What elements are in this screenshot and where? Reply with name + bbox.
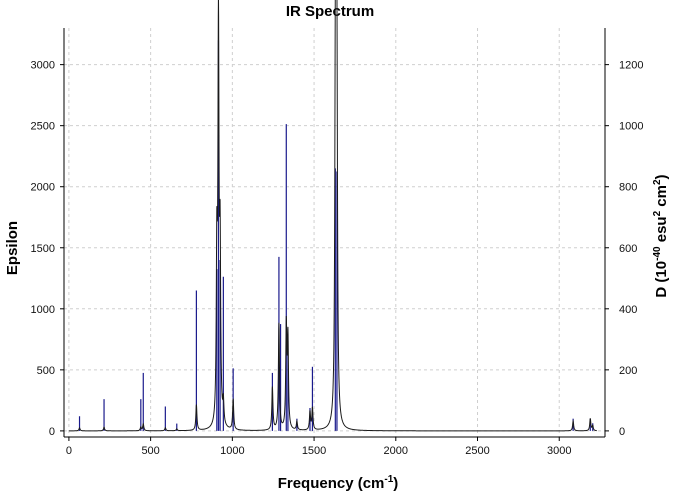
y-tick-label: 2000 — [31, 182, 55, 194]
x-tick-label: 0 — [66, 445, 72, 457]
y2-title-sup3: 2 — [652, 179, 663, 185]
y-axis-ticks: 0 500 1000 1500 2000 2500 3000 — [31, 60, 64, 438]
y-tick-label: 0 — [49, 426, 55, 438]
x-axis-title-sup: -1 — [384, 474, 393, 485]
x-tick-label: 2000 — [384, 445, 408, 457]
chart-title: IR Spectrum — [286, 3, 374, 20]
y-tick-label: 1500 — [31, 243, 55, 255]
spectrum-line — [68, 0, 597, 432]
y2-tick-label: 0 — [619, 426, 625, 438]
y2-axis-ticks: 0 200 400 600 800 1000 1200 — [605, 60, 643, 438]
y-tick-label: 500 — [37, 365, 55, 377]
y2-tick-label: 800 — [619, 182, 637, 194]
y-tick-label: 2500 — [31, 121, 55, 133]
y2-title-pre: D (10 — [653, 261, 670, 298]
stick-spectrum — [78, 40, 594, 431]
y2-title-sup2: 2 — [652, 210, 663, 216]
y-tick-label: 3000 — [31, 60, 55, 72]
x-tick-label: 2500 — [465, 445, 489, 457]
axes — [63, 28, 606, 438]
x-tick-label: 500 — [141, 445, 159, 457]
x-tick-label: 1000 — [220, 445, 244, 457]
broadened-spectrum — [68, 0, 597, 432]
x-tick-label: 3000 — [547, 445, 571, 457]
x-tick-label: 1500 — [302, 445, 326, 457]
y2-title-mid2: cm — [653, 185, 670, 211]
y2-tick-label: 1200 — [619, 60, 643, 72]
y-tick-label: 1000 — [31, 304, 55, 316]
y2-tick-label: 1000 — [619, 121, 643, 133]
y2-tick-label: 600 — [619, 243, 637, 255]
x-axis-ticks: 0 500 1000 1500 2000 2500 3000 — [66, 437, 571, 457]
x-axis-title-end: ) — [393, 475, 398, 492]
y2-title-end: ) — [653, 174, 670, 179]
x-axis-title: Frequency (cm-1) — [278, 474, 399, 492]
y2-title-sup1: -40 — [652, 246, 663, 261]
y-axis-title: Epsilon — [4, 221, 21, 275]
y2-title-mid: esu — [653, 216, 670, 246]
y2-tick-label: 400 — [619, 304, 637, 316]
y2-tick-label: 200 — [619, 365, 637, 377]
y2-axis-title: D (10-40 esu2 cm2) — [652, 174, 670, 297]
x-axis-title-main: Frequency (cm — [278, 475, 385, 492]
